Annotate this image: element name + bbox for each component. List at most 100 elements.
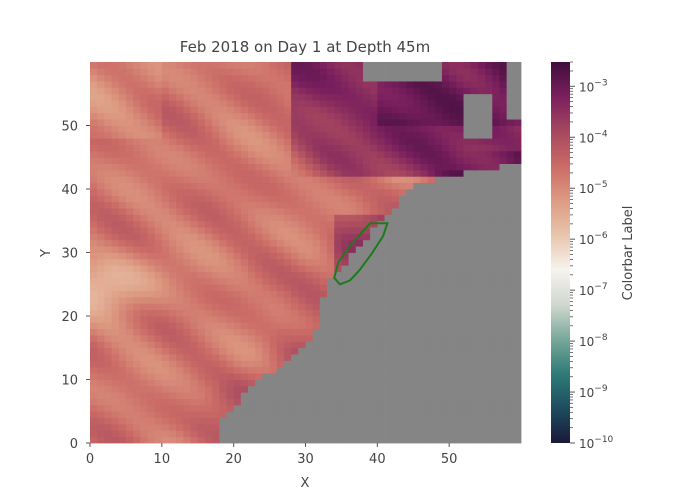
heatmap-cell	[240, 214, 249, 222]
heatmap-cell	[470, 430, 479, 438]
heatmap-cell	[233, 354, 242, 361]
heatmap-cell	[291, 290, 299, 298]
heatmap-cell	[298, 290, 306, 298]
heatmap-cell	[140, 74, 148, 82]
heatmap-cell	[391, 201, 400, 209]
heatmap-cell	[176, 93, 184, 101]
heatmap-cell	[154, 322, 163, 330]
heatmap-cell	[305, 144, 314, 152]
heatmap-cell	[212, 284, 220, 291]
heatmap-cell	[506, 296, 515, 304]
heatmap-cell	[398, 328, 407, 336]
heatmap-cell	[248, 322, 256, 330]
heatmap-cell	[255, 169, 263, 177]
heatmap-cell	[169, 290, 177, 298]
heatmap-cell	[456, 62, 464, 69]
heatmap-cell	[190, 169, 199, 177]
heatmap-cell	[319, 157, 328, 164]
heatmap-cell	[456, 74, 464, 82]
heatmap-cell	[427, 322, 436, 330]
heatmap-cell	[370, 131, 378, 139]
heatmap-cell	[319, 335, 328, 342]
heatmap-cell	[327, 265, 335, 272]
heatmap-cell	[441, 144, 450, 152]
heatmap-cell	[470, 347, 479, 355]
heatmap-cell	[334, 87, 342, 95]
heatmap-cell	[477, 277, 486, 285]
heatmap-cell	[269, 404, 278, 412]
heatmap-cell	[97, 81, 105, 88]
heatmap-cell	[420, 252, 429, 260]
heatmap-cell	[441, 290, 450, 298]
heatmap-cell	[276, 106, 285, 114]
heatmap-cell	[492, 87, 500, 95]
heatmap-cell	[355, 119, 364, 126]
heatmap-cell	[370, 335, 378, 342]
heatmap-cell	[161, 411, 170, 418]
heatmap-cell	[470, 131, 479, 139]
heatmap-cell	[370, 290, 378, 298]
heatmap-cell	[90, 131, 98, 139]
heatmap-cell	[183, 398, 191, 406]
heatmap-cell	[413, 93, 421, 101]
heatmap-cell	[334, 366, 342, 374]
heatmap-cell	[427, 214, 436, 222]
heatmap-cell	[255, 189, 263, 196]
heatmap-cell	[212, 100, 220, 107]
heatmap-cell	[183, 201, 191, 209]
heatmap-cell	[291, 430, 299, 438]
heatmap-cell	[312, 258, 321, 266]
heatmap-cell	[140, 119, 148, 126]
heatmap-cell	[140, 131, 148, 139]
heatmap-cell	[118, 335, 127, 342]
heatmap-cell	[219, 373, 227, 380]
heatmap-cell	[312, 385, 321, 393]
heatmap-cell	[312, 227, 321, 234]
heatmap-cell	[355, 252, 364, 260]
heatmap-cell	[190, 227, 199, 234]
heatmap-cell	[499, 417, 508, 425]
heatmap-cell	[111, 81, 120, 88]
heatmap-cell	[355, 62, 364, 69]
heatmap-cell	[506, 360, 515, 368]
heatmap-cell	[370, 138, 378, 145]
heatmap-cell	[334, 423, 342, 431]
heatmap-cell	[485, 214, 493, 222]
heatmap-cell	[355, 296, 364, 304]
heatmap-cell	[485, 246, 493, 253]
heatmap-cell	[406, 392, 414, 399]
heatmap-cell	[463, 131, 472, 139]
heatmap-cell	[334, 296, 342, 304]
heatmap-cell	[327, 392, 335, 399]
heatmap-cell	[233, 436, 242, 444]
heatmap-cell	[161, 328, 170, 336]
heatmap-cell	[312, 265, 321, 272]
heatmap-cell	[283, 347, 292, 355]
heatmap-cell	[305, 303, 314, 311]
heatmap-cell	[391, 296, 400, 304]
heatmap-cell	[190, 303, 199, 311]
heatmap-cell	[485, 271, 493, 279]
heatmap-cell	[305, 81, 314, 88]
heatmap-cell	[283, 417, 292, 425]
heatmap-cell	[441, 100, 450, 107]
heatmap-cell	[262, 303, 270, 311]
heatmap-cell	[248, 87, 256, 95]
heatmap-cell	[449, 201, 457, 209]
heatmap-cell	[176, 277, 184, 285]
heatmap-cell	[204, 195, 213, 203]
heatmap-cell	[233, 220, 242, 228]
heatmap-cell	[391, 87, 400, 95]
heatmap-cell	[341, 246, 349, 253]
heatmap-cell	[406, 239, 414, 247]
heatmap-cell	[513, 423, 522, 431]
heatmap-cell	[513, 265, 522, 272]
heatmap-cell	[90, 385, 98, 393]
heatmap-cell	[492, 277, 500, 285]
heatmap-cell	[370, 239, 378, 247]
heatmap-cell	[204, 316, 213, 323]
colorbar-tick-label: 10−4	[579, 129, 608, 145]
heatmap-cell	[154, 87, 163, 95]
heatmap-cell	[276, 335, 285, 342]
heatmap-cell	[204, 373, 213, 380]
